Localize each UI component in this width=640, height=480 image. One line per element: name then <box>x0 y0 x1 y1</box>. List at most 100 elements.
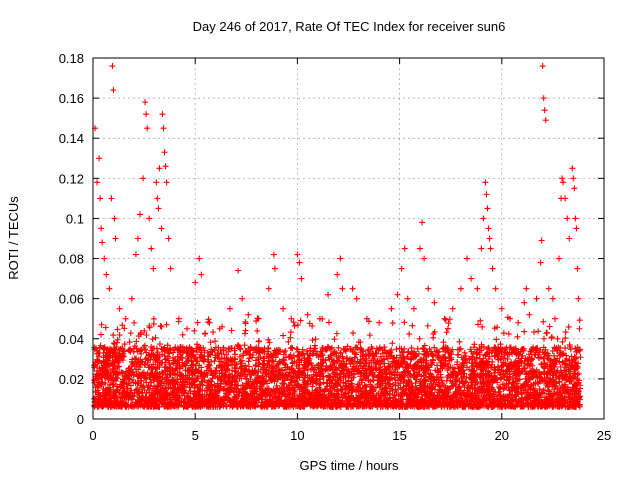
roti-noise-point <box>475 321 482 328</box>
roti-noise-point <box>179 331 186 338</box>
roti-noise-point <box>499 381 506 388</box>
roti-noise-point <box>209 348 216 355</box>
roti-noise-point <box>152 334 159 341</box>
roti-noise-point <box>149 372 156 379</box>
roti-noise-point <box>491 325 498 332</box>
roti-noise-point <box>347 383 354 390</box>
roti-noise-point <box>349 374 356 381</box>
roti-noise-point <box>478 341 485 348</box>
roti-noise-point <box>117 403 124 410</box>
roti-noise-point <box>165 357 172 364</box>
roti-noise-point <box>320 379 327 386</box>
roti-noise-point <box>534 351 541 358</box>
roti-noise-point <box>250 400 257 407</box>
roti-noise-point <box>252 361 259 368</box>
roti-noise-point <box>126 365 133 372</box>
roti-noise-point <box>205 316 212 323</box>
roti-noise-point <box>426 391 433 398</box>
roti-noise-point <box>429 400 436 407</box>
roti-noise-point <box>300 403 307 410</box>
roti-noise-point <box>515 396 522 403</box>
roti-noise-point <box>128 387 135 394</box>
roti-noise-point <box>242 384 249 391</box>
roti-noise-point <box>493 346 500 353</box>
roti-noise-point <box>328 344 335 351</box>
roti-noise-point <box>218 350 225 357</box>
roti-noise-point <box>100 345 107 352</box>
roti-noise-point <box>398 391 405 398</box>
roti-noise-point <box>243 349 250 356</box>
roti-noise-point <box>194 349 201 356</box>
roti-noise-point <box>119 370 126 377</box>
roti-noise-point <box>470 398 477 405</box>
roti-noise-point <box>446 316 453 323</box>
roti-noise-point <box>568 353 575 360</box>
roti-noise-point <box>272 403 279 410</box>
roti-noise-point <box>357 373 364 380</box>
roti-noise-point <box>306 352 313 359</box>
roti-noise-point <box>551 358 558 365</box>
roti-noise-point <box>462 392 469 399</box>
roti-noise-point <box>127 330 134 337</box>
roti-noise-point <box>545 390 552 397</box>
roti-noise-point <box>566 361 573 368</box>
roti-noise-point <box>137 347 144 354</box>
roti-noise-point <box>447 374 454 381</box>
roti-noise-point <box>564 388 571 395</box>
roti-noise-point <box>280 351 287 358</box>
roti-noise-point <box>155 354 162 361</box>
roti-noise-point <box>267 351 274 358</box>
roti-noise-point <box>511 359 518 366</box>
roti-noise-point <box>382 389 389 396</box>
roti-noise-point <box>247 343 254 350</box>
roti-noise-point <box>376 364 383 371</box>
roti-noise-point <box>456 338 463 345</box>
roti-noise-point <box>126 346 133 353</box>
roti-noise-point <box>268 370 275 377</box>
roti-noise-point <box>521 403 528 410</box>
roti-noise-point <box>218 399 225 406</box>
roti-noise-point <box>543 374 550 381</box>
roti-noise-point <box>91 362 98 369</box>
roti-noise-point <box>524 361 531 368</box>
roti-noise-point <box>242 327 249 334</box>
roti-noise-point <box>139 389 146 396</box>
roti-noise-point <box>513 349 520 356</box>
roti-noise-point <box>150 320 157 327</box>
roti-noise-point <box>98 331 105 338</box>
roti-noise-point <box>356 367 363 374</box>
roti-noise-point <box>401 319 408 326</box>
roti-noise-point <box>567 346 574 353</box>
roti-noise-point <box>95 375 102 382</box>
roti-noise-point <box>169 389 176 396</box>
roti-noise-point <box>331 336 338 343</box>
roti-noise-point <box>219 370 226 377</box>
roti-noise-point <box>327 365 334 372</box>
roti-noise-point <box>319 352 326 359</box>
roti-noise-point <box>389 387 396 394</box>
roti-noise-point <box>513 363 520 370</box>
y-tick-label: 0.02 <box>59 372 84 387</box>
roti-noise-point <box>447 350 454 357</box>
y-axis-label: ROTI / TECUs <box>6 196 21 280</box>
roti-noise-point <box>237 358 244 365</box>
roti-noise-point <box>152 391 159 398</box>
roti-noise-point <box>536 386 543 393</box>
roti-noise-point <box>365 351 372 358</box>
roti-noise-point <box>130 348 137 355</box>
roti-noise-point <box>164 365 171 372</box>
roti-noise-point <box>185 367 192 374</box>
roti-noise-point <box>363 375 370 382</box>
roti-noise-point <box>350 346 357 353</box>
roti-noise-point <box>236 389 243 396</box>
roti-noise-point <box>231 389 238 396</box>
roti-noise-point <box>545 397 552 404</box>
roti-noise-point <box>119 345 126 352</box>
roti-noise-point <box>215 355 222 362</box>
roti-noise-point <box>350 386 357 393</box>
roti-noise-point <box>291 392 298 399</box>
roti-noise-point <box>121 348 128 355</box>
roti-noise-point <box>166 350 173 357</box>
roti-noise-point <box>186 345 193 352</box>
roti-noise-point <box>357 363 364 370</box>
